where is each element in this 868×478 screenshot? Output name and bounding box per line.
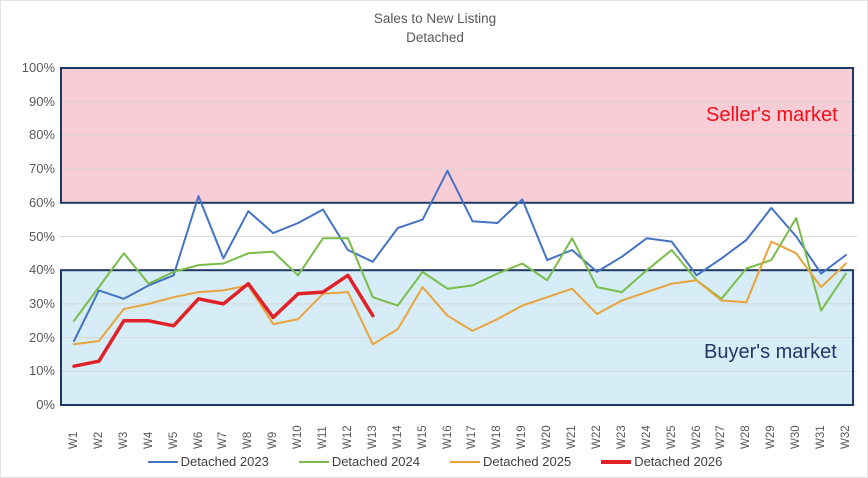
legend-swatch xyxy=(450,460,480,463)
chart-title-line2: Detached xyxy=(406,30,464,45)
legend-item-detached-2026: Detached 2026 xyxy=(601,454,722,469)
x-tick-label: W1 xyxy=(68,431,80,449)
x-tick-label: W19 xyxy=(516,425,529,449)
y-tick-label: 100% xyxy=(21,60,55,75)
x-tick-label: W5 xyxy=(167,431,180,449)
y-tick-label: 20% xyxy=(28,329,55,345)
x-tick-label: W7 xyxy=(217,431,230,449)
chart-legend: Detached 2023 Detached 2024 Detached 2025 D… xyxy=(1,454,867,469)
y-tick-label: 10% xyxy=(28,363,55,379)
buyers-market-label: Buyer's market xyxy=(704,341,837,363)
x-tick-label: W17 xyxy=(466,425,479,449)
series-detached-2023 xyxy=(73,169,847,342)
legend-label: Detached 2024 xyxy=(331,454,420,469)
x-tick-label: W16 xyxy=(441,425,454,449)
x-tick-label: W11 xyxy=(317,426,330,449)
x-tick-label: W25 xyxy=(665,425,678,449)
legend-label: Detached 2023 xyxy=(180,454,269,469)
x-tick-label: W21 xyxy=(566,425,579,449)
y-tick-label: 40% xyxy=(28,262,55,278)
x-tick-label: W10 xyxy=(292,425,305,449)
x-tick-label: W28 xyxy=(740,425,753,449)
legend-item-detached-2023: Detached 2023 xyxy=(147,454,269,469)
y-tick-label: 30% xyxy=(28,295,55,311)
legend-swatch xyxy=(601,459,632,464)
x-tick-label: W8 xyxy=(242,431,255,449)
x-tick-label: W3 xyxy=(117,431,130,449)
band-border xyxy=(60,269,854,407)
x-tick-label: W30 xyxy=(790,425,803,449)
x-tick-label: W4 xyxy=(142,431,155,449)
legend-swatch xyxy=(298,460,329,463)
y-tick-label: 0% xyxy=(36,397,55,412)
series-detached-2026 xyxy=(72,273,375,368)
chart-title-line1: Sales to New Listing xyxy=(373,11,497,26)
x-tick-label: W29 xyxy=(765,425,778,449)
series-detached-2024 xyxy=(73,217,847,322)
legend-item-detached-2025: Detached 2025 xyxy=(450,454,571,469)
legend-item-detached-2024: Detached 2024 xyxy=(298,454,420,469)
x-tick-label: W6 xyxy=(192,431,205,449)
x-tick-label: W15 xyxy=(416,425,429,449)
legend-label: Detached 2026 xyxy=(634,454,723,469)
x-tick-label: W31 xyxy=(815,425,828,449)
y-tick-label: 90% xyxy=(28,93,55,109)
x-tick-label: W13 xyxy=(366,425,379,449)
series-detached-2025 xyxy=(73,240,847,346)
x-tick-label: W24 xyxy=(640,425,653,449)
y-tick-label: 60% xyxy=(28,194,55,210)
y-tick-label: 50% xyxy=(28,228,55,244)
legend-label: Detached 2025 xyxy=(483,454,572,469)
x-tick-label: W20 xyxy=(541,425,554,449)
y-tick-label: 70% xyxy=(28,161,55,177)
x-tick-label: W18 xyxy=(491,425,504,449)
x-tick-label: W32 xyxy=(840,425,852,449)
x-tick-label: W9 xyxy=(267,431,280,449)
x-tick-label: W23 xyxy=(615,425,628,449)
x-tick-label: W22 xyxy=(590,425,603,449)
x-tick-label: W2 xyxy=(92,431,105,449)
x-tick-label: W26 xyxy=(690,425,703,449)
band-border xyxy=(60,67,854,204)
chart-title: Sales to New Listing Detached xyxy=(1,9,867,47)
x-tick-label: W12 xyxy=(341,425,354,449)
sellers-market-label: Seller's market xyxy=(706,104,838,126)
legend-swatch xyxy=(147,460,178,463)
x-tick-label: W14 xyxy=(391,425,404,449)
x-tick-label: W27 xyxy=(715,425,728,449)
y-tick-label: 80% xyxy=(28,127,55,143)
